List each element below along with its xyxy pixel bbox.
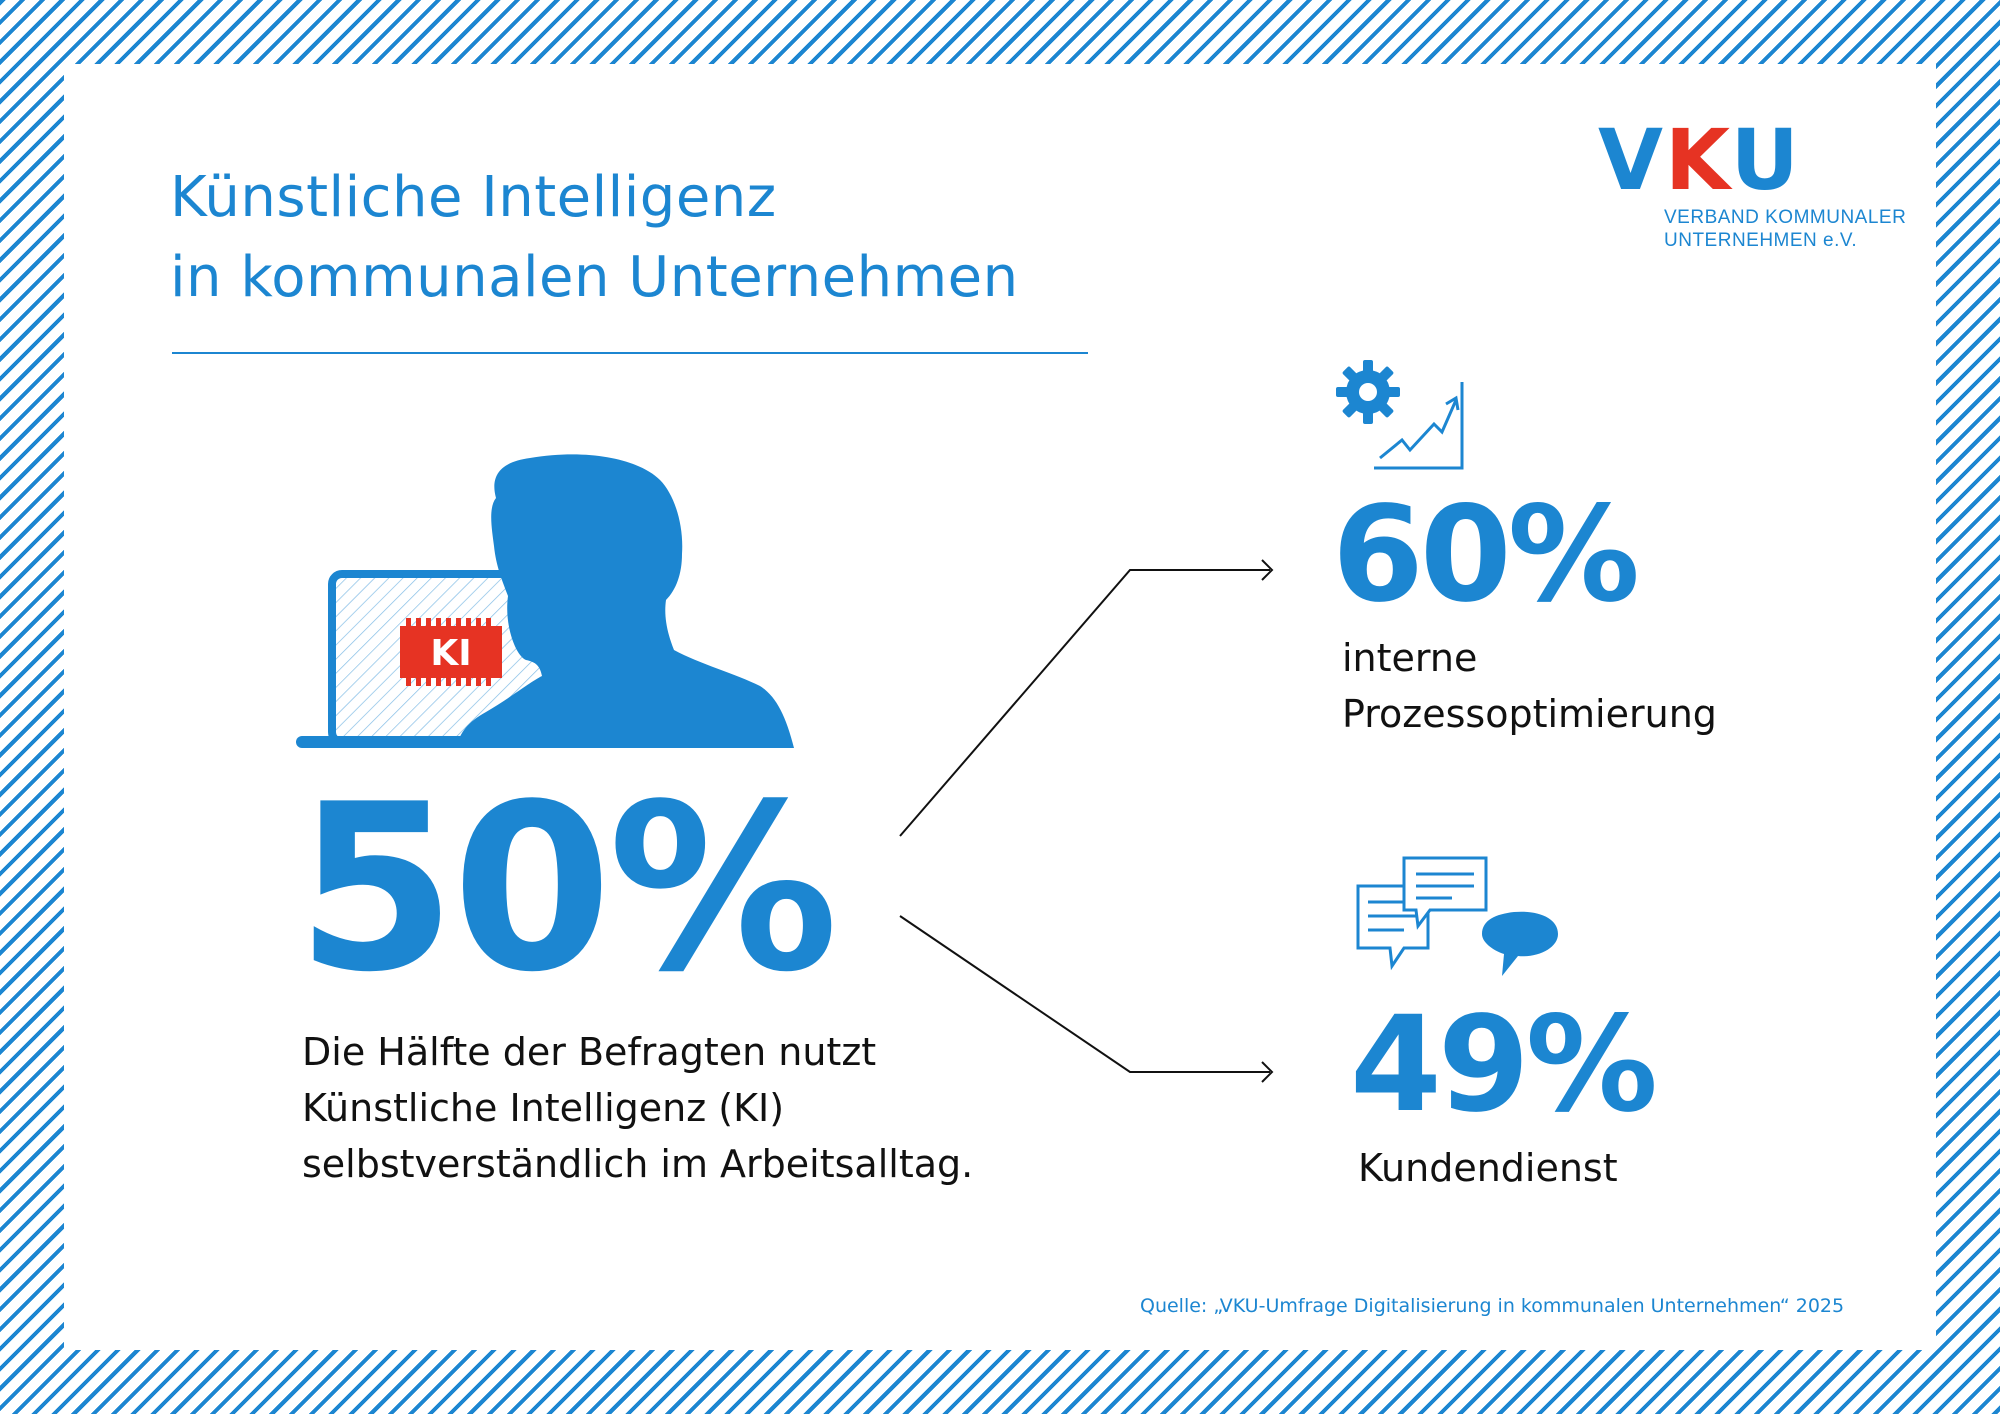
gear-growth-chart-icon xyxy=(1336,360,1464,470)
page-title: Künstliche Intelligenz in kommunalen Unt… xyxy=(170,158,1019,318)
arrow-head-service xyxy=(1261,1061,1274,1083)
main-stat-value: 50% xyxy=(296,756,839,1023)
source-note: Quelle: „VKU-Umfrage Digitalisierung in … xyxy=(1140,1295,1845,1317)
title-line-1: Künstliche Intelligenz xyxy=(170,165,777,230)
service-stat-value: 49% xyxy=(1350,988,1658,1142)
service-stat-label: Kundendienst xyxy=(1358,1146,1618,1190)
main-stat-desc-line-3: selbstverständlich im Arbeitsalltag. xyxy=(302,1142,974,1186)
logo-subtitle-line-1: VERBAND KOMMUNALER xyxy=(1664,207,1907,228)
process-stat-label-line-2: Prozessoptimierung xyxy=(1342,692,1717,736)
main-stat-desc-line-1: Die Hälfte der Befragten nutzt xyxy=(302,1030,877,1074)
process-stat-label: interne Prozessoptimierung xyxy=(1342,630,1717,742)
person-laptop-illustration: KI xyxy=(296,454,794,748)
ai-chip-label: KI xyxy=(430,633,471,674)
arrow-to-process xyxy=(899,569,1270,837)
arrow-head-process xyxy=(1261,559,1274,581)
title-line-2: in kommunalen Unternehmen xyxy=(170,245,1019,310)
logo-letter-u: U xyxy=(1730,111,1801,209)
connector-arrows xyxy=(899,559,1274,1083)
title-divider xyxy=(172,352,1088,354)
logo-letter-k: K xyxy=(1665,111,1731,209)
logo-letter-v: V xyxy=(1598,111,1666,209)
ai-chip-icon: KI xyxy=(400,618,502,686)
logo-subtitle: VERBAND KOMMUNALER UNTERNEHMEN e.V. xyxy=(1664,206,1906,252)
process-stat-label-line-1: interne xyxy=(1342,636,1478,680)
arrow-to-service xyxy=(899,915,1270,1073)
vku-logo: VKU xyxy=(1598,118,1801,202)
process-stat-value: 60% xyxy=(1332,478,1640,632)
main-stat-description: Die Hälfte der Befragten nutzt Künstlich… xyxy=(302,1024,973,1192)
speech-bubbles-icon xyxy=(1356,856,1558,976)
main-stat-desc-line-2: Künstliche Intelligenz (KI) xyxy=(302,1086,785,1130)
person-silhouette-icon xyxy=(456,454,794,748)
logo-subtitle-line-2: UNTERNEHMEN e.V. xyxy=(1664,230,1858,251)
